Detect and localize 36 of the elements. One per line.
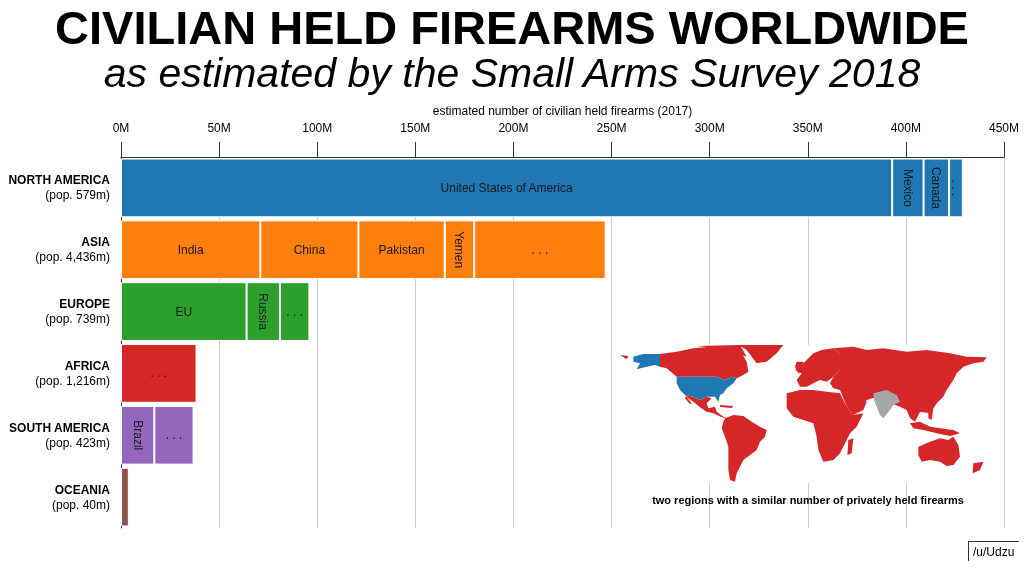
- y-tick-label: EUROPE (pop. 739m): [45, 297, 110, 327]
- x-tick-label: 0M: [112, 121, 130, 135]
- data-label: EU: [175, 304, 193, 319]
- data-label: Russia: [256, 293, 271, 331]
- x-tick-label: 200M: [498, 121, 529, 135]
- x-tick-label: 450M: [988, 121, 1020, 135]
- x-tick-label: 50M: [207, 121, 231, 135]
- data-label: China: [293, 242, 326, 257]
- data-label: . . .: [165, 428, 183, 443]
- data-label: Brazil: [130, 420, 145, 451]
- x-tick-label: 350M: [792, 121, 823, 135]
- text: /u/Udzu: [968, 541, 1020, 561]
- x-tick-label: 150M: [400, 121, 431, 135]
- bar: [121, 344, 197, 403]
- y-tick-label: SOUTH AMERICA (pop. 423m): [9, 420, 111, 450]
- bar: [121, 467, 129, 527]
- y-tick-label: AFRICA (pop. 1,216m): [35, 358, 111, 388]
- data-label: . . .: [948, 179, 963, 197]
- annotation: two regions with a similar number of privately held firearms: [651, 493, 965, 507]
- data-label: . . .: [150, 366, 168, 381]
- data-label: United States of America: [440, 180, 573, 195]
- data-label: Canada: [929, 166, 944, 210]
- x-tick-label: 300M: [694, 121, 725, 135]
- data-label: Yemen: [452, 231, 467, 269]
- data-label: . . .: [531, 242, 549, 257]
- y-tick-label: NORTH AMERICA (pop. 579m): [8, 173, 111, 203]
- x-axis-title: estimated number of civilian held firearms (2017): [432, 104, 693, 118]
- data-label: . . .: [286, 304, 303, 319]
- data-label: Mexico: [900, 168, 915, 208]
- data-label: Pakistan: [378, 242, 425, 257]
- y-tick-label: ASIA (pop. 4,436m): [35, 235, 111, 265]
- data-label: India: [177, 242, 204, 257]
- x-tick-label: 250M: [596, 121, 627, 135]
- x-tick-label: 100M: [302, 121, 333, 135]
- x-tick-label: 400M: [890, 121, 921, 135]
- y-tick-label: OCEANIA (pop. 40m): [51, 482, 111, 512]
